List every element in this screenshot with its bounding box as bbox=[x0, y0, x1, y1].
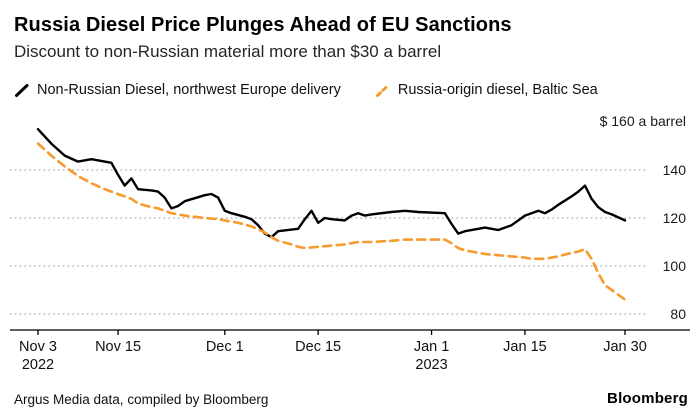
bloomberg-logo: Bloomberg bbox=[607, 390, 688, 407]
x-tick-label: Nov 3 bbox=[19, 339, 57, 355]
source-attribution: Argus Media data, compiled by Bloomberg bbox=[14, 392, 269, 407]
y-tick-label: 140 bbox=[663, 162, 687, 178]
x-tick-label: Dec 1 bbox=[206, 339, 244, 355]
x-tick-label: Dec 15 bbox=[295, 339, 341, 355]
series-line-russia-origin-diesel bbox=[36, 142, 627, 301]
chart-subtitle: Discount to non-Russian material more th… bbox=[14, 42, 442, 61]
x-tick-sublabel: 2023 bbox=[415, 357, 447, 372]
legend-item-russia-origin-diesel: Russia-origin diesel, Baltic Sea bbox=[375, 82, 598, 98]
price-line-chart: 140 120 100 80 $ 160 a barrel Nov 3 2022 Nov 15… bbox=[10, 113, 690, 373]
x-tick-label: Jan 1 bbox=[414, 339, 449, 355]
x-tick-label: Jan 30 bbox=[603, 339, 647, 355]
legend-dashed-line-icon bbox=[375, 83, 390, 97]
x-tick-label: Jan 15 bbox=[503, 339, 547, 355]
x-tick-label: Nov 15 bbox=[95, 339, 141, 355]
footer: Argus Media data, compiled by Bloomberg … bbox=[14, 390, 688, 407]
y-tick-label: 80 bbox=[670, 306, 686, 322]
chart-title: Russia Diesel Price Plunges Ahead of EU … bbox=[14, 14, 512, 36]
y-axis-unit-label: $ 160 a barrel bbox=[600, 113, 686, 129]
legend-item-non-russian-diesel: Non-Russian Diesel, northwest Europe del… bbox=[14, 82, 341, 98]
series-line-non-russian-diesel bbox=[36, 128, 627, 239]
legend-dashed-line-glyph bbox=[375, 83, 390, 97]
legend-label-non-russian-diesel: Non-Russian Diesel, northwest Europe del… bbox=[37, 82, 341, 98]
chart-area: 140 120 100 80 $ 160 a barrel Nov 3 2022 Nov 15… bbox=[0, 100, 700, 373]
x-tick-sublabel: 2022 bbox=[22, 357, 54, 372]
y-tick-label: 120 bbox=[663, 210, 687, 226]
legend-label-russia-origin-diesel: Russia-origin diesel, Baltic Sea bbox=[397, 82, 598, 98]
legend-solid-line-glyph bbox=[15, 83, 29, 97]
legend: Non-Russian Diesel, northwest Europe del… bbox=[14, 82, 686, 98]
legend-solid-line-icon bbox=[15, 83, 29, 97]
y-tick-label: 100 bbox=[663, 258, 687, 274]
